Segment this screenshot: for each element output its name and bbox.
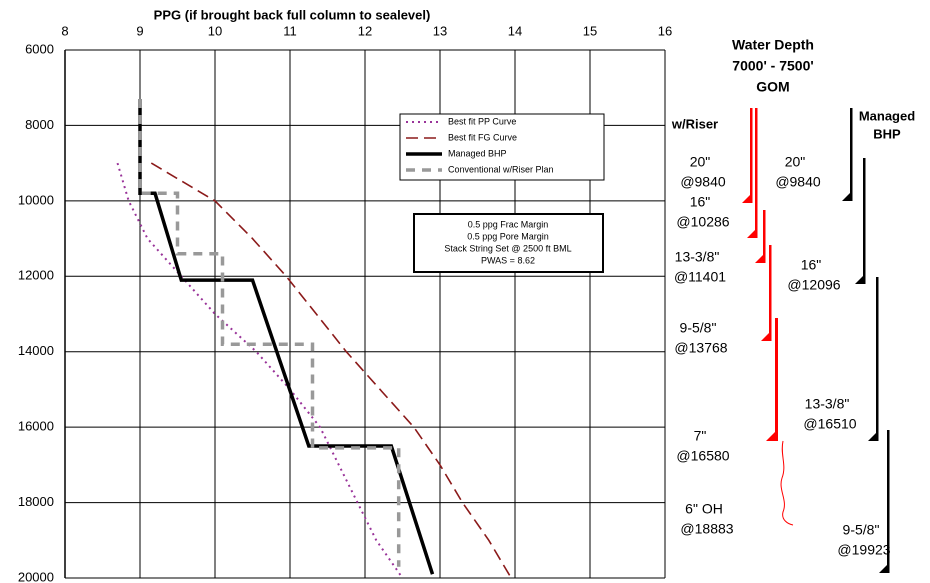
y-tick-label: 20000 [18, 569, 54, 583]
column-label: BHP [873, 126, 901, 141]
shoe [766, 432, 775, 441]
series-line [150, 162, 512, 579]
annotation-box [413, 213, 604, 273]
casing-size: 16" [690, 194, 711, 210]
shoe [761, 333, 769, 341]
shoe [755, 255, 763, 263]
column-label: w/Riser [671, 116, 718, 131]
column-label: Managed [859, 108, 915, 123]
annotation-line: 0.5 ppg Frac Margin [468, 219, 549, 229]
x-tick-label: 15 [583, 23, 597, 38]
diagram-title: 7000' - 7500' [732, 58, 813, 74]
casing-size: 7" [694, 428, 707, 444]
annotation-line: PWAS = 8.62 [481, 255, 535, 265]
annotation-line: Stack String Set @ 2500 ft BML [444, 243, 571, 253]
diagram-title: GOM [756, 79, 789, 95]
y-tick-label: 16000 [18, 419, 54, 434]
x-tick-label: 13 [433, 23, 447, 38]
casing-size: 20" [785, 154, 806, 170]
y-tick-label: 8000 [25, 117, 54, 132]
casing-depth: @18883 [680, 521, 733, 537]
series-line [116, 162, 404, 579]
plot: 8 9 10 11 12 13 14 15 16 6000 8000 10000 12000 14000 1… [18, 23, 672, 583]
casing [750, 108, 753, 203]
casing-depth: @16580 [676, 448, 729, 464]
shoe [855, 276, 863, 284]
casing-size: 20" [690, 154, 711, 170]
casing [763, 210, 766, 263]
casing [876, 277, 879, 441]
shoe [842, 193, 850, 201]
annotation-line: 0.5 ppg Pore Margin [467, 231, 549, 241]
casing-size: 9-5/8" [843, 522, 880, 538]
y-tick-label: 18000 [18, 494, 54, 509]
open-hole [780, 440, 794, 526]
casing-depth: @12096 [787, 277, 840, 293]
casing [769, 245, 772, 341]
casing-size: 6" OH [685, 501, 723, 517]
casing-diagram: Water Depth 7000' - 7500' GOM w/Riser 20" @98… [671, 37, 915, 573]
legend-label: Conventional w/Riser Plan [448, 164, 554, 174]
casing-depth: @13768 [674, 340, 727, 356]
casing-depth: @9840 [680, 174, 726, 190]
y-tick-label: 12000 [18, 268, 54, 283]
x-tick-label: 14 [508, 23, 522, 38]
casing-depth: @11401 [674, 269, 726, 285]
x-tick-label: 12 [358, 23, 372, 38]
x-tick-label: 11 [283, 23, 297, 38]
legend-label: Best fit PP Curve [448, 116, 516, 126]
casing [887, 430, 890, 573]
x-tick-label: 9 [136, 23, 143, 38]
legend: Best fit PP Curve Best fit FG Curve Manage… [399, 113, 605, 181]
casing-depth: @19923 [837, 542, 890, 558]
riser-strings [742, 108, 778, 441]
x-tick-label: 8 [61, 23, 68, 38]
legend-box [399, 113, 605, 181]
legend-label: Best fit FG Curve [448, 132, 517, 142]
casing-depth: @16510 [803, 416, 856, 432]
x-tick-label: 16 [658, 23, 672, 38]
casing-size: 13-3/8" [675, 249, 720, 265]
y-tick-label: 10000 [18, 192, 54, 207]
casing [863, 158, 866, 284]
casing-size: 16" [801, 257, 822, 273]
shoe [742, 195, 750, 203]
shoe [747, 230, 755, 238]
managed-strings [842, 108, 890, 573]
series-line [138, 99, 401, 567]
casing [775, 318, 778, 441]
casing-size: 13-3/8" [805, 396, 850, 412]
y-tick-label: 14000 [18, 343, 54, 358]
annotation: 0.5 ppg Frac Margin 0.5 ppg Pore Margin St… [413, 213, 604, 273]
diagram-title: Water Depth [732, 37, 814, 53]
casing-depth: @9840 [775, 174, 821, 190]
shoe [868, 433, 876, 441]
casing-depth: @10286 [676, 214, 729, 230]
casing [755, 108, 758, 238]
y-tick-label: 6000 [25, 41, 54, 56]
x-tick-label: 10 [208, 23, 222, 38]
casing-size: 9-5/8" [680, 320, 717, 336]
shoe [879, 565, 887, 573]
legend-label: Managed BHP [448, 148, 507, 158]
chart-title: PPG (if brought back full column to seal… [154, 7, 431, 22]
casing [850, 108, 853, 201]
